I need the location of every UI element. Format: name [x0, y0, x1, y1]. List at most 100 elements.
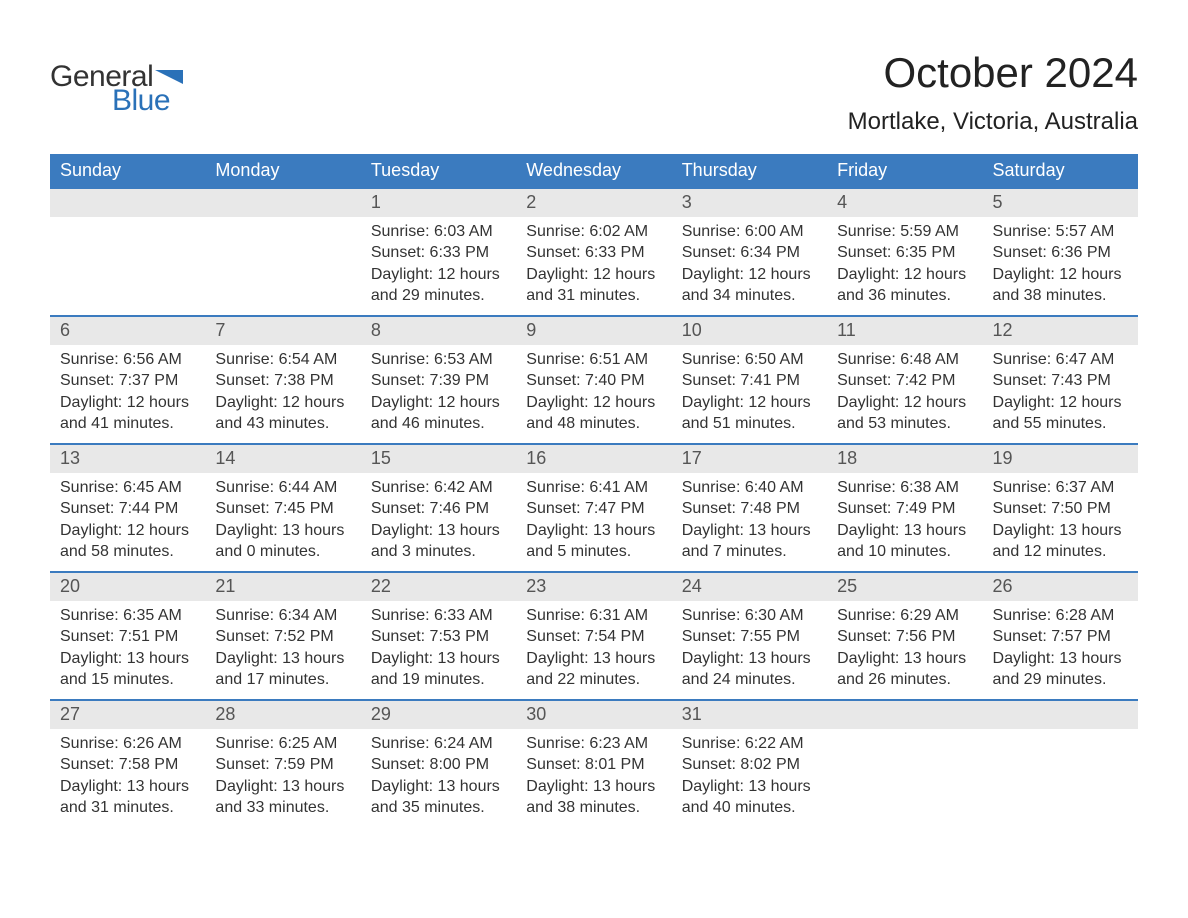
day-cell: 2Sunrise: 6:02 AMSunset: 6:33 PMDaylight… [516, 188, 671, 316]
day-number: 6 [50, 317, 205, 344]
sunrise-line: Sunrise: 6:25 AM [215, 733, 350, 755]
day-number: 4 [827, 189, 982, 216]
day-cell: 27Sunrise: 6:26 AMSunset: 7:58 PMDayligh… [50, 700, 205, 828]
sunrise-line: Sunrise: 6:37 AM [993, 477, 1128, 499]
daylight-line: Daylight: 12 hours and 58 minutes. [60, 520, 195, 563]
sunrise-line: Sunrise: 6:02 AM [526, 221, 661, 243]
day-cell: 4Sunrise: 5:59 AMSunset: 6:35 PMDaylight… [827, 188, 982, 316]
day-number [50, 189, 205, 216]
day-cell: 30Sunrise: 6:23 AMSunset: 8:01 PMDayligh… [516, 700, 671, 828]
sunset-line: Sunset: 7:49 PM [837, 498, 972, 520]
sunrise-line: Sunrise: 6:51 AM [526, 349, 661, 371]
day-header: Sunday [50, 154, 205, 188]
day-cell: 22Sunrise: 6:33 AMSunset: 7:53 PMDayligh… [361, 572, 516, 700]
day-details: Sunrise: 6:34 AMSunset: 7:52 PMDaylight:… [205, 601, 360, 699]
day-header: Monday [205, 154, 360, 188]
day-number [983, 701, 1138, 728]
day-header: Tuesday [361, 154, 516, 188]
week-row: 13Sunrise: 6:45 AMSunset: 7:44 PMDayligh… [50, 444, 1138, 572]
day-number: 11 [827, 317, 982, 344]
day-cell: 28 Sunrise: 6:25 AMSunset: 7:59 PMDayligh… [205, 700, 360, 828]
week-row: 27Sunrise: 6:26 AMSunset: 7:58 PMDayligh… [50, 700, 1138, 828]
sunrise-line: Sunrise: 6:34 AM [215, 605, 350, 627]
brand-line2: Blue [112, 84, 170, 118]
sunrise-line: Sunrise: 6:45 AM [60, 477, 195, 499]
sunset-line: Sunset: 8:00 PM [371, 754, 506, 776]
sunrise-line: Sunrise: 6:42 AM [371, 477, 506, 499]
day-details: Sunrise: 6:24 AMSunset: 8:00 PMDaylight:… [361, 729, 516, 827]
day-details: Sunrise: 6:37 AMSunset: 7:50 PMDaylight:… [983, 473, 1138, 571]
daylight-line: Daylight: 12 hours and 55 minutes. [993, 392, 1128, 435]
day-header-row: Sunday Monday Tuesday Wednesday Thursday… [50, 154, 1138, 188]
day-details: Sunrise: 6:50 AMSunset: 7:41 PMDaylight:… [672, 345, 827, 443]
day-number: 10 [672, 317, 827, 344]
sunset-line: Sunset: 7:39 PM [371, 370, 506, 392]
day-number [827, 701, 982, 728]
day-number: 18 [827, 445, 982, 472]
day-number: 27 [50, 701, 205, 728]
daylight-line: Daylight: 13 hours and 5 minutes. [526, 520, 661, 563]
week-row: 6Sunrise: 6:56 AMSunset: 7:37 PMDaylight… [50, 316, 1138, 444]
day-number: 31 [672, 701, 827, 728]
location: Mortlake, Victoria, Australia [848, 108, 1138, 136]
daylight-line: Daylight: 13 hours and 12 minutes. [993, 520, 1128, 563]
day-number: 7 [205, 317, 360, 344]
day-cell: 1Sunrise: 6:03 AMSunset: 6:33 PMDaylight… [361, 188, 516, 316]
daylight-line: Daylight: 12 hours and 53 minutes. [837, 392, 972, 435]
day-header: Wednesday [516, 154, 671, 188]
day-header: Thursday [672, 154, 827, 188]
daylight-line: Daylight: 12 hours and 48 minutes. [526, 392, 661, 435]
sunrise-line: Sunrise: 6:40 AM [682, 477, 817, 499]
day-cell [983, 700, 1138, 828]
sunset-line: Sunset: 7:43 PM [993, 370, 1128, 392]
day-number: 3 [672, 189, 827, 216]
day-details: Sunrise: 6:29 AMSunset: 7:56 PMDaylight:… [827, 601, 982, 699]
day-details: Sunrise: 6:40 AMSunset: 7:48 PMDaylight:… [672, 473, 827, 571]
daylight-line: Daylight: 12 hours and 29 minutes. [371, 264, 506, 307]
daylight-line: Daylight: 13 hours and 24 minutes. [682, 648, 817, 691]
sunrise-line: Sunrise: 6:56 AM [60, 349, 195, 371]
day-details: Sunrise: 6:54 AMSunset: 7:38 PMDaylight:… [205, 345, 360, 443]
day-number: 2 [516, 189, 671, 216]
day-details: Sunrise: 6:26 AMSunset: 7:58 PMDaylight:… [50, 729, 205, 827]
sunset-line: Sunset: 7:47 PM [526, 498, 661, 520]
day-cell: 17Sunrise: 6:40 AMSunset: 7:48 PMDayligh… [672, 444, 827, 572]
day-details: Sunrise: 6:44 AMSunset: 7:45 PMDaylight:… [205, 473, 360, 571]
day-details: Sunrise: 5:59 AMSunset: 6:35 PMDaylight:… [827, 217, 982, 315]
sunrise-line: Sunrise: 6:03 AM [371, 221, 506, 243]
sunrise-line: Sunrise: 6:54 AM [215, 349, 350, 371]
daylight-line: Daylight: 13 hours and 33 minutes. [215, 776, 350, 819]
day-cell: 11 Sunrise: 6:48 AMSunset: 7:42 PMDayligh… [827, 316, 982, 444]
day-number: 28 [205, 701, 360, 728]
day-cell: 19Sunrise: 6:37 AMSunset: 7:50 PMDayligh… [983, 444, 1138, 572]
daylight-line: Daylight: 12 hours and 41 minutes. [60, 392, 195, 435]
sunset-line: Sunset: 7:59 PM [215, 754, 350, 776]
sunrise-line: Sunrise: 6:00 AM [682, 221, 817, 243]
sunrise-line: Sunrise: 6:22 AM [682, 733, 817, 755]
day-details: Sunrise: 6:42 AMSunset: 7:46 PMDaylight:… [361, 473, 516, 571]
sunset-line: Sunset: 6:33 PM [526, 242, 661, 264]
day-details: Sunrise: 6:00 AMSunset: 6:34 PMDaylight:… [672, 217, 827, 315]
sunrise-line: Sunrise: 6:48 AM [837, 349, 972, 371]
sunrise-line: Sunrise: 6:53 AM [371, 349, 506, 371]
day-details: Sunrise: 6:33 AMSunset: 7:53 PMDaylight:… [361, 601, 516, 699]
sunset-line: Sunset: 7:53 PM [371, 626, 506, 648]
header: General Blue October 2024 Mortlake, Vict… [50, 50, 1138, 136]
sunrise-line: Sunrise: 6:38 AM [837, 477, 972, 499]
daylight-line: Daylight: 13 hours and 15 minutes. [60, 648, 195, 691]
daylight-line: Daylight: 13 hours and 22 minutes. [526, 648, 661, 691]
day-number: 15 [361, 445, 516, 472]
daylight-line: Daylight: 12 hours and 34 minutes. [682, 264, 817, 307]
sunrise-line: Sunrise: 6:33 AM [371, 605, 506, 627]
day-cell: 8Sunrise: 6:53 AMSunset: 7:39 PMDaylight… [361, 316, 516, 444]
day-cell: 13Sunrise: 6:45 AMSunset: 7:44 PMDayligh… [50, 444, 205, 572]
daylight-line: Daylight: 12 hours and 38 minutes. [993, 264, 1128, 307]
day-number: 24 [672, 573, 827, 600]
day-details: Sunrise: 6:38 AMSunset: 7:49 PMDaylight:… [827, 473, 982, 571]
sunset-line: Sunset: 7:42 PM [837, 370, 972, 392]
sunset-line: Sunset: 8:01 PM [526, 754, 661, 776]
daylight-line: Daylight: 13 hours and 26 minutes. [837, 648, 972, 691]
day-cell: 9Sunrise: 6:51 AMSunset: 7:40 PMDaylight… [516, 316, 671, 444]
title-block: October 2024 Mortlake, Victoria, Austral… [848, 50, 1138, 136]
day-cell: 21Sunrise: 6:34 AMSunset: 7:52 PMDayligh… [205, 572, 360, 700]
